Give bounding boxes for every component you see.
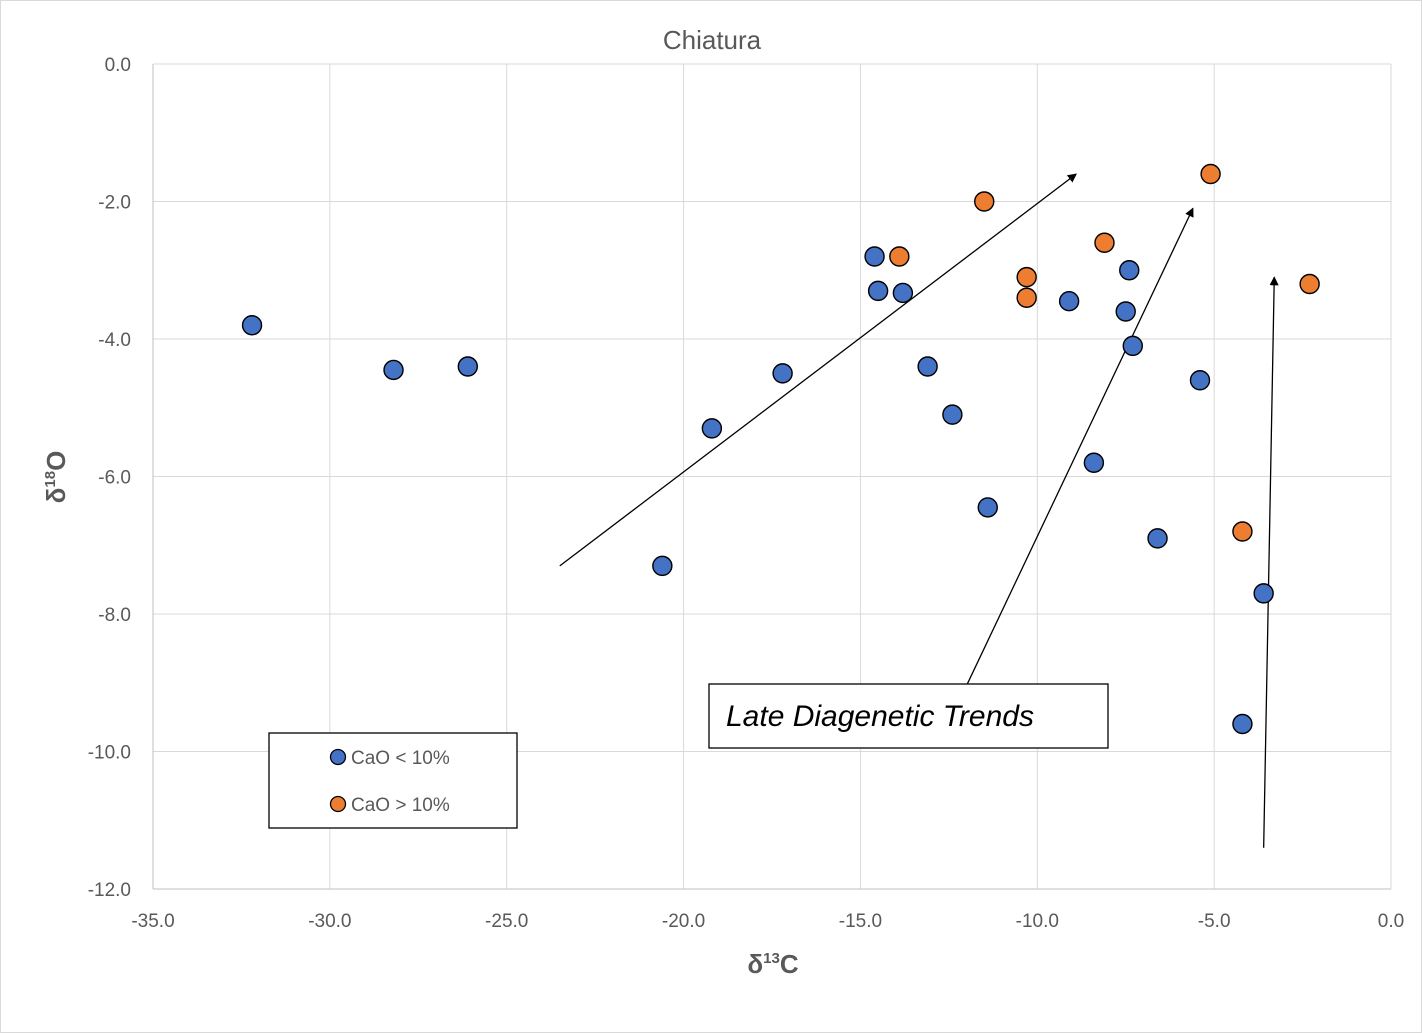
data-point-series-2 — [1016, 266, 1037, 288]
x-tick-label: 0.0 — [1378, 911, 1404, 932]
x-tick-label: -30.0 — [308, 911, 351, 932]
trend-arrow — [1263, 276, 1279, 848]
data-point-series-2 — [1016, 287, 1037, 308]
data-point-series-1 — [772, 363, 793, 384]
annotation-text: Late Diagenetic Trends — [726, 700, 1034, 733]
data-point-series-2 — [1232, 521, 1253, 542]
data-point-series-2 — [1200, 163, 1221, 185]
data-point-series-1 — [1122, 335, 1143, 357]
x-axis-title-suffix: C — [780, 949, 799, 979]
data-point-series-2 — [1094, 232, 1115, 253]
x-axis-title-sup: 13 — [763, 950, 780, 967]
x-tick-label: -5.0 — [1198, 911, 1231, 932]
trend-arrow — [559, 173, 1077, 567]
data-point-series-1 — [1253, 583, 1274, 604]
data-point-series-1 — [383, 359, 404, 381]
x-tick-label: -25.0 — [485, 911, 528, 932]
legend-marker-series-1 — [329, 748, 347, 766]
y-tick-label: -10.0 — [88, 743, 131, 764]
y-tick-label: -8.0 — [98, 605, 131, 626]
data-point-series-1 — [457, 356, 479, 377]
data-point-series-1 — [241, 315, 263, 336]
y-tick-label: 0.0 — [105, 55, 131, 76]
y-axis-title-prefix: δ — [41, 488, 71, 504]
data-point-series-1 — [1058, 290, 1080, 312]
x-tick-label: -10.0 — [1016, 911, 1059, 932]
y-tick-label: -2.0 — [98, 193, 131, 214]
x-tick-label: -35.0 — [131, 911, 174, 932]
data-point-series-1 — [1119, 260, 1140, 281]
x-tick-label: -15.0 — [839, 911, 882, 932]
x-tick-label: -20.0 — [662, 911, 705, 932]
trend-arrow — [962, 207, 1194, 694]
legend-label-series-2: CaO > 10% — [351, 795, 450, 816]
annotation-box: Late Diagenetic Trends — [708, 683, 1109, 749]
gridlines — [153, 63, 1392, 889]
data-point-series-1 — [864, 246, 885, 267]
annotation-border — [708, 683, 1109, 749]
y-axis-title: δ18O — [41, 451, 71, 504]
axes — [152, 64, 1391, 890]
data-point-series-1 — [701, 418, 723, 439]
y-tick-label: -4.0 — [98, 330, 131, 351]
data-point-series-1 — [892, 282, 914, 304]
legend: CaO < 10% CaO > 10% — [268, 732, 518, 829]
chart-title: Chiatura — [663, 25, 762, 55]
y-tick-label: -6.0 — [98, 468, 131, 489]
data-point-series-1 — [1115, 301, 1136, 322]
data-point-series-1 — [1189, 370, 1211, 391]
data-point-series-1 — [1083, 452, 1105, 473]
data-point-series-1 — [652, 555, 673, 577]
y-axis-title-suffix: O — [41, 451, 71, 471]
y-axis-title-sup: 18 — [42, 471, 59, 488]
x-axis-title-prefix: δ — [747, 949, 763, 979]
y-tick-label: -12.0 — [88, 880, 131, 901]
tick-labels: -35.0 -30.0 -25.0 -20.0 -15.0 -10.0 -5.0 0.0 0.0… — [88, 55, 1405, 932]
legend-marker-series-2 — [329, 795, 347, 813]
data-point-series-1 — [1232, 713, 1253, 735]
trend-arrows — [559, 173, 1279, 848]
legend-label-series-1: CaO < 10% — [351, 748, 450, 769]
data-point-series-2 — [889, 246, 910, 267]
data-points — [241, 163, 1320, 735]
data-point-series-1 — [917, 356, 938, 377]
data-point-series-1 — [977, 497, 998, 518]
legend-border — [268, 732, 518, 829]
data-point-series-1 — [942, 404, 963, 425]
data-point-series-1 — [867, 280, 889, 302]
data-point-series-1 — [1147, 528, 1168, 549]
x-axis-title: δ13C — [747, 949, 798, 979]
data-point-series-2 — [1299, 273, 1320, 295]
data-point-series-2 — [974, 191, 995, 212]
